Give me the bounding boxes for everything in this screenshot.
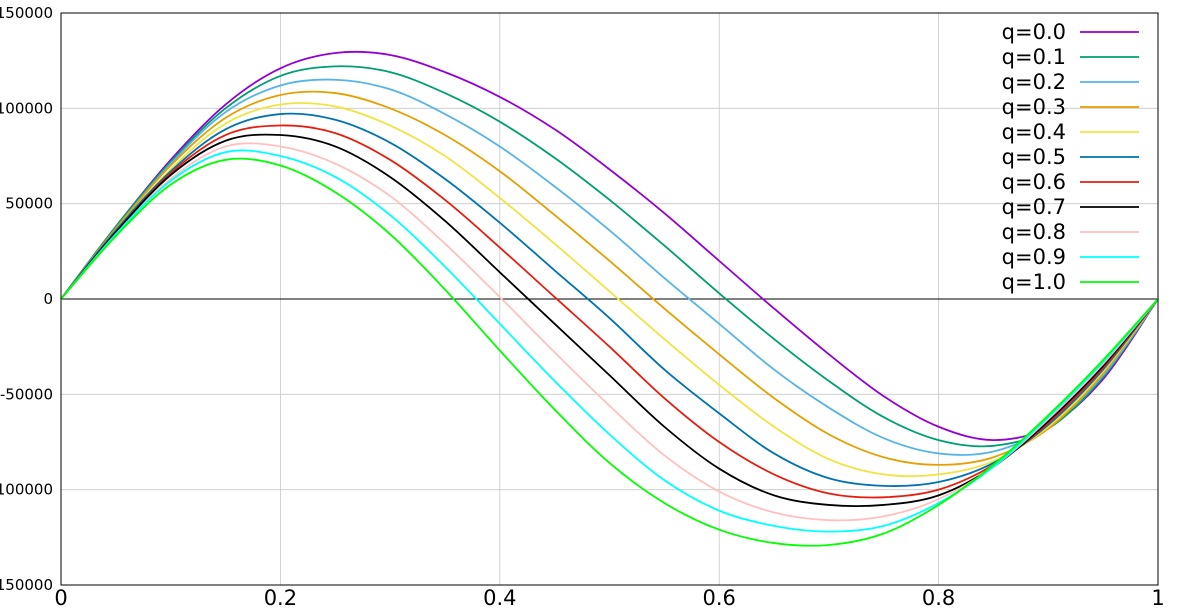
legend-label: q=0.0 [1002, 20, 1066, 44]
x-tick-label: 0.2 [264, 586, 297, 610]
x-tick-label: 0.6 [702, 586, 735, 610]
series-line-q-0-2 [60, 78, 1159, 456]
legend-item: q=0.6 [1002, 170, 1139, 194]
series-line-q-0-4 [60, 102, 1159, 478]
legend-label: q=0.3 [1002, 95, 1066, 119]
legend-item: q=0.1 [1002, 45, 1139, 69]
legend-label: q=0.6 [1002, 170, 1066, 194]
series-line-q-1-0 [60, 157, 1159, 547]
legend: q=0.0q=0.1q=0.2q=0.3q=0.4q=0.5q=0.6q=0.7… [1002, 20, 1139, 294]
series-line-q-0-5 [60, 112, 1159, 487]
legend-item: q=0.9 [1002, 245, 1139, 269]
legend-item: q=0.8 [1002, 220, 1139, 244]
series-lines [60, 50, 1159, 547]
legend-item: q=0.3 [1002, 95, 1139, 119]
legend-label: q=0.2 [1002, 70, 1066, 94]
legend-label: q=0.8 [1002, 220, 1066, 244]
x-tick-label: 0.8 [922, 586, 955, 610]
plot-frame [60, 12, 1159, 586]
y-tick-label: 100000 [0, 99, 53, 117]
x-tick-label: 0.4 [483, 586, 516, 610]
series-line-q-0-9 [60, 149, 1159, 533]
legend-label: q=1.0 [1002, 270, 1066, 294]
legend-label: q=0.1 [1002, 45, 1066, 69]
legend-label: q=0.5 [1002, 145, 1066, 169]
y-tick-label: 50000 [5, 195, 53, 213]
series-line-q-0-0 [60, 50, 1159, 441]
series-line-q-0-6 [60, 124, 1159, 499]
legend-item: q=1.0 [1002, 270, 1139, 294]
x-tick-label: 0 [54, 586, 67, 610]
legend-item: q=0.7 [1002, 195, 1139, 219]
legend-label: q=0.9 [1002, 245, 1066, 269]
x-tick-label: 1 [1151, 586, 1164, 610]
y-tick-label: -50000 [0, 385, 53, 403]
legend-item: q=0.4 [1002, 120, 1139, 144]
series-line-q-0-1 [60, 65, 1159, 448]
y-tick-label: 0 [43, 290, 53, 308]
series-line-q-0-3 [60, 90, 1159, 466]
legend-label: q=0.4 [1002, 120, 1066, 144]
legend-item: q=0.2 [1002, 70, 1139, 94]
x-axis-tick-labels: 0 0.2 0.4 0.6 0.8 1 [54, 586, 1164, 610]
y-tick-label: 100000 [0, 481, 53, 499]
y-axis-tick-labels: 150000 100000 50000 0 -50000 100000 150000 [0, 4, 53, 594]
legend-item: q=0.0 [1002, 20, 1139, 44]
y-tick-label: 150000 [0, 576, 53, 594]
y-tick-label: 150000 [0, 4, 53, 22]
series-line-q-0-7 [60, 133, 1159, 508]
legend-item: q=0.5 [1002, 145, 1139, 169]
legend-label: q=0.7 [1002, 195, 1066, 219]
